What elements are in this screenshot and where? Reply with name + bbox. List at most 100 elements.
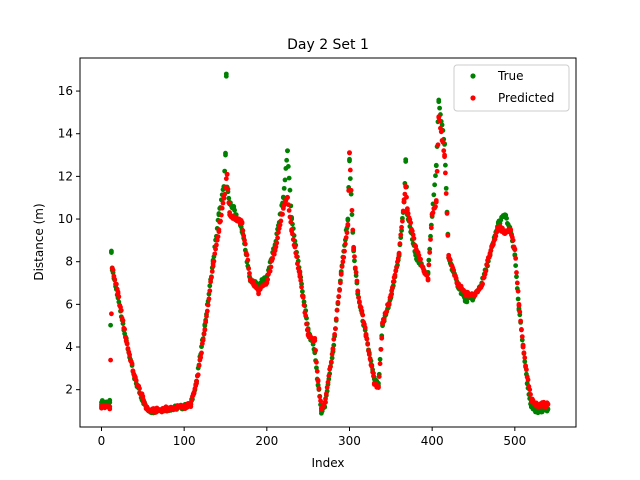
data-point: [205, 302, 211, 308]
data-point: [270, 256, 276, 261]
data-point: [213, 246, 218, 252]
data-point: [318, 398, 323, 404]
data-point: [219, 205, 225, 211]
data-point: [224, 171, 230, 177]
data-point: [404, 208, 410, 213]
data-point: [281, 185, 287, 191]
data-point: [195, 372, 201, 378]
data-point: [524, 374, 530, 380]
chart-title: Day 2 Set 1: [287, 37, 369, 53]
data-point: [99, 404, 104, 410]
data-point: [376, 385, 381, 390]
y-axis: 2 4 6 8 10 12 14 16: [58, 84, 80, 397]
data-point: [510, 237, 516, 243]
legend-box: [453, 64, 570, 112]
data-point: [404, 194, 409, 200]
data-point: [299, 284, 304, 290]
data-point: [284, 157, 290, 163]
data-point: [214, 237, 220, 243]
data-point: [264, 280, 270, 286]
data-point: [305, 331, 311, 337]
data-point: [109, 311, 114, 317]
data-point: [447, 257, 453, 263]
data-point: [344, 230, 350, 236]
data-point: [471, 293, 476, 299]
data-point: [462, 291, 468, 297]
data-point: [268, 264, 274, 270]
data-point: [218, 218, 223, 224]
data-point: [288, 219, 294, 225]
data-point: [426, 262, 432, 268]
legend-label-true: True: [497, 69, 524, 83]
data-point: [362, 325, 368, 331]
data-point: [484, 262, 490, 268]
data-point: [342, 248, 347, 254]
data-point: [220, 200, 226, 206]
x-tick-label: 500: [503, 434, 526, 448]
data-point: [274, 240, 280, 246]
data-point: [267, 268, 273, 274]
data-point: [384, 308, 390, 314]
data-point: [345, 216, 351, 222]
data-point: [442, 162, 448, 168]
data-point: [129, 361, 135, 367]
data-point: [295, 261, 300, 267]
data-point: [199, 350, 204, 356]
data-point: [365, 341, 371, 347]
data-point: [239, 220, 245, 226]
data-point: [241, 233, 247, 239]
data-point: [335, 300, 341, 305]
data-point: [520, 344, 526, 350]
data-point: [280, 211, 285, 217]
data-point: [376, 374, 382, 380]
data-point: [329, 355, 335, 361]
y-tick-label: 4: [65, 340, 73, 354]
data-point: [398, 232, 404, 238]
data-point: [433, 173, 438, 179]
data-point: [350, 227, 356, 233]
data-point: [108, 322, 113, 328]
series-predicted: [99, 114, 551, 415]
data-point: [339, 264, 345, 269]
data-point: [329, 351, 335, 357]
data-point: [495, 225, 501, 230]
data-point: [285, 164, 291, 169]
data-point: [493, 233, 499, 239]
y-tick-label: 12: [58, 169, 73, 183]
data-point: [522, 355, 528, 361]
data-point: [364, 336, 370, 342]
x-axis-label: Index: [311, 456, 344, 470]
data-point: [223, 184, 228, 190]
legend: True Predicted: [453, 64, 570, 112]
data-point: [223, 71, 229, 77]
data-point: [431, 192, 437, 198]
data-point: [438, 129, 444, 135]
data-point: [512, 246, 518, 252]
data-point: [333, 316, 339, 322]
data-point: [437, 105, 442, 111]
data-point: [127, 352, 132, 358]
data-point: [428, 237, 433, 242]
data-point: [513, 263, 519, 268]
data-point: [231, 214, 237, 220]
data-point: [316, 386, 322, 391]
data-point: [378, 346, 384, 352]
data-point: [363, 331, 369, 337]
data-point: [314, 368, 320, 374]
data-point: [502, 229, 508, 235]
data-point: [366, 348, 371, 354]
y-tick-label: 8: [65, 255, 73, 269]
data-point: [247, 270, 252, 276]
data-point: [304, 321, 309, 327]
data-point: [109, 248, 114, 254]
data-point: [120, 318, 126, 323]
data-point: [181, 404, 187, 410]
data-point: [292, 244, 298, 250]
data-point: [395, 255, 401, 261]
data-point: [400, 208, 406, 214]
data-point: [286, 208, 292, 213]
data-point: [189, 398, 195, 404]
x-axis: 0 100 200 300 400 500: [98, 427, 526, 448]
data-point: [352, 265, 358, 271]
data-point: [371, 380, 377, 386]
